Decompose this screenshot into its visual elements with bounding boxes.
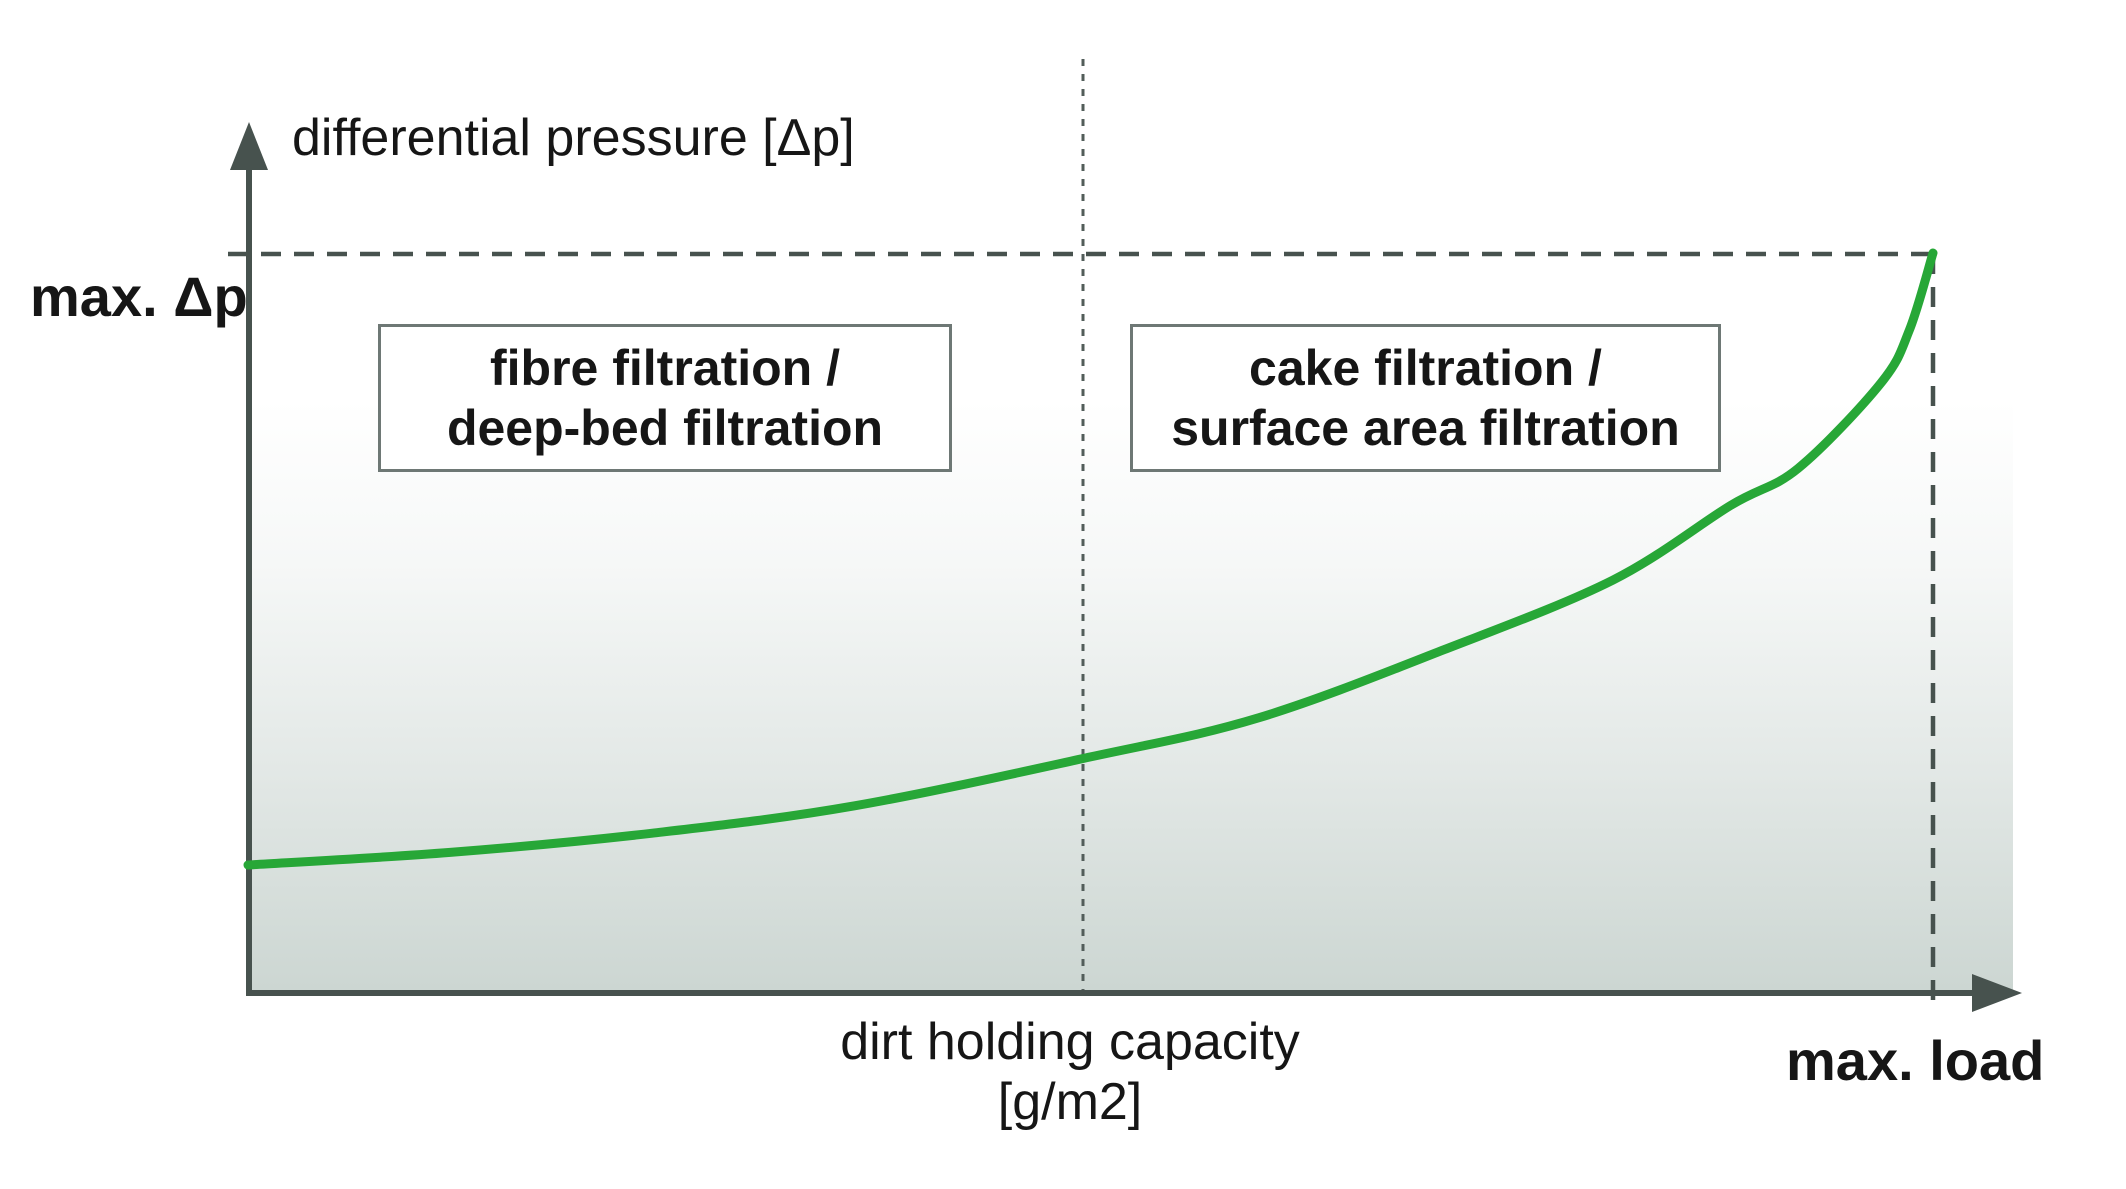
region-box-cake-line2: surface area filtration bbox=[1171, 400, 1680, 456]
region-box-fibre-line2: deep-bed filtration bbox=[446, 400, 884, 456]
pressure-curve bbox=[243, 248, 1938, 870]
max-load-label: max. load bbox=[1786, 1029, 2045, 1092]
region-box-fibre-line1: fibre filtration / bbox=[490, 340, 840, 396]
region-box-fibre-filtration: fibre filtration / deep-bed filtration bbox=[378, 324, 952, 472]
plot-area-gradient bbox=[250, 400, 2013, 991]
x-axis-arrowhead-icon bbox=[1972, 974, 2022, 1012]
region-box-cake-line1: cake filtration / bbox=[1249, 340, 1602, 396]
x-axis-label-line2: [g/m2] bbox=[997, 1073, 1143, 1131]
x-axis-label: dirt holding capacity [g/m2] bbox=[770, 1012, 1370, 1132]
x-axis-label-line1: dirt holding capacity bbox=[840, 1013, 1300, 1071]
region-box-cake-filtration: cake filtration / surface area filtratio… bbox=[1130, 324, 1721, 472]
y-axis-label: differential pressure [Δp] bbox=[292, 109, 855, 167]
y-axis-arrowhead-icon bbox=[230, 122, 268, 170]
max-dp-label: max. Δp bbox=[30, 265, 248, 328]
